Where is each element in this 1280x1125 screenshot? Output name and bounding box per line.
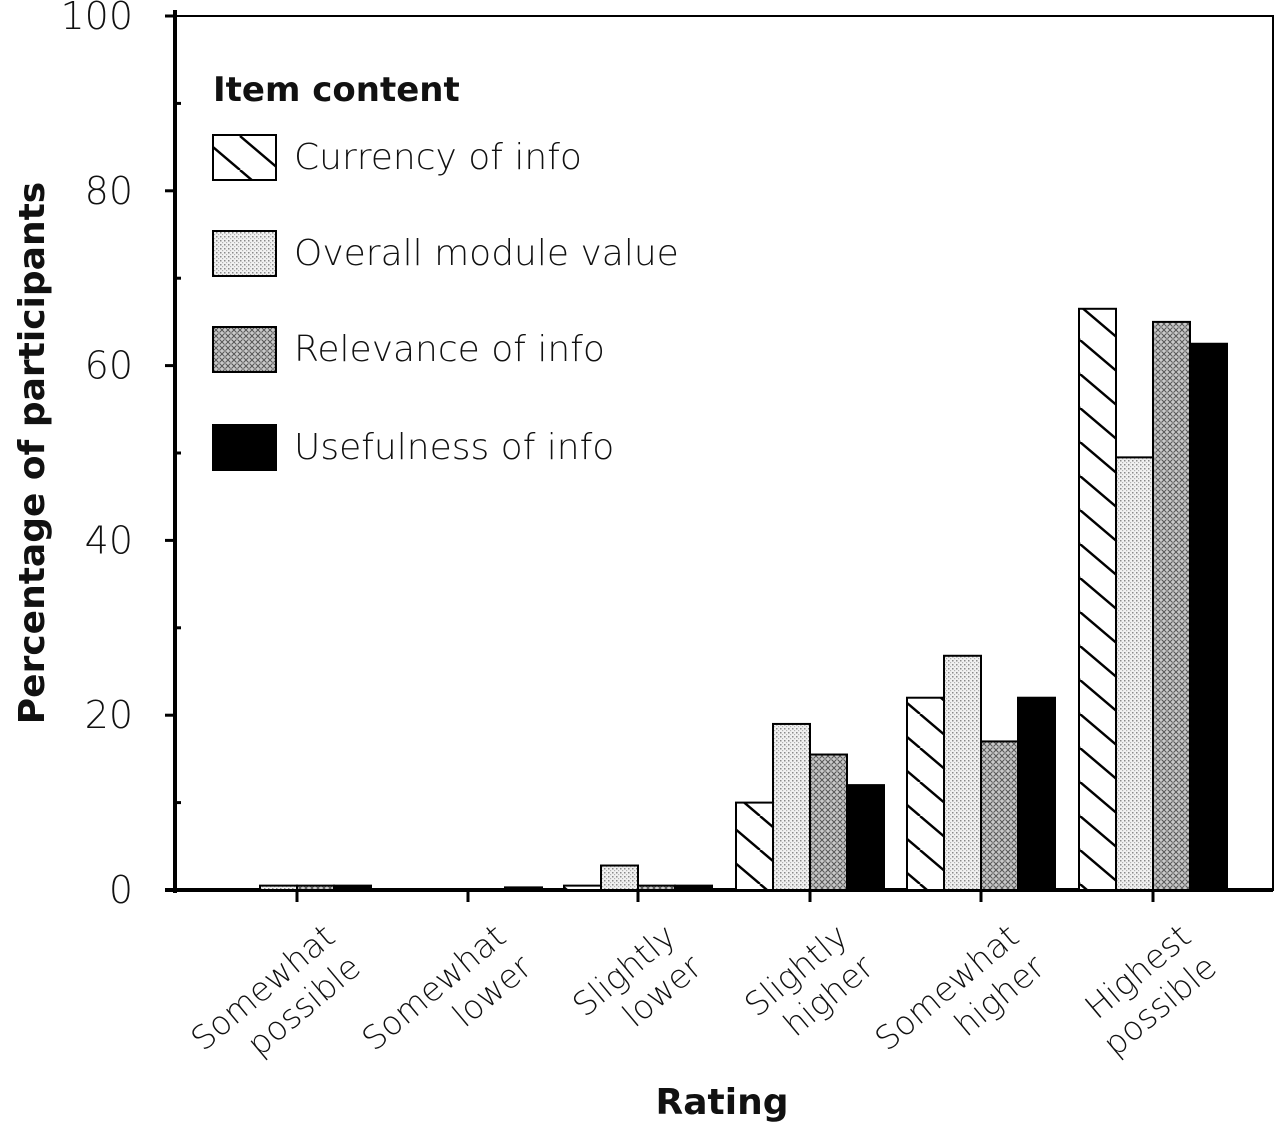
- y-tick-label: 40: [85, 518, 133, 562]
- x-axis-title: Rating: [656, 1082, 789, 1123]
- bar: [809, 753, 848, 892]
- bar: [1078, 307, 1117, 892]
- y-tick-label: 0: [109, 868, 133, 912]
- bar: [906, 696, 945, 891]
- legend-label: Usefulness of info: [294, 427, 614, 468]
- bar: [1152, 320, 1191, 891]
- bar: [1115, 456, 1154, 891]
- y-tick-label: 60: [85, 344, 133, 388]
- bar: [735, 801, 774, 891]
- bar: [1189, 342, 1228, 891]
- bar: [259, 884, 298, 892]
- legend-label: Overall module value: [294, 233, 679, 274]
- bar: [296, 884, 335, 892]
- bar: [980, 740, 1019, 891]
- bar: [637, 884, 676, 892]
- bar: [600, 864, 639, 892]
- legend-swatch: [212, 230, 277, 277]
- legend-swatch: [212, 134, 277, 181]
- bar: [772, 722, 811, 891]
- legend-title: Item content: [213, 70, 460, 110]
- y-axis-ticks: [165, 14, 181, 892]
- x-axis-ticks: [295, 890, 1155, 902]
- y-tick-label: 80: [85, 169, 133, 213]
- bar: [504, 886, 543, 891]
- bar: [1017, 696, 1056, 891]
- y-tick-label: 100: [60, 0, 133, 38]
- y-axis-title: Percentage of participants: [12, 182, 53, 724]
- bar: [943, 654, 982, 891]
- legend-swatch: [212, 424, 277, 471]
- legend-label: Currency of info: [294, 137, 582, 178]
- bar: [333, 884, 372, 892]
- legend-label: Relevance of info: [294, 329, 605, 370]
- bar: [846, 784, 885, 891]
- bar: [563, 884, 602, 892]
- y-tick-label: 20: [85, 693, 133, 737]
- y-axis-tick-labels: 0 20 40 60 80 100: [60, 0, 133, 912]
- bar: [674, 884, 713, 892]
- bars: [259, 307, 1228, 892]
- legend-swatch: [212, 326, 277, 373]
- legend: Item content Currency of info Overall mod…: [212, 70, 679, 471]
